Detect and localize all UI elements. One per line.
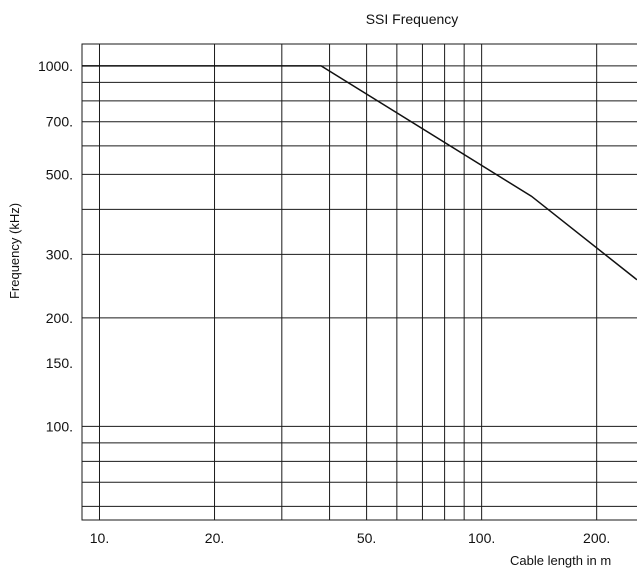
y-tick-label: 100. [46,418,73,434]
y-tick-label: 700. [46,114,73,130]
y-axis-label: Frequency (kHz) [7,203,22,299]
y-tick-label: 300. [46,246,73,262]
x-tick-label: 10. [90,530,109,546]
x-tick-label: 20. [205,530,224,546]
series-layer [82,65,637,281]
y-tick-label: 150. [46,355,73,371]
series-line [82,65,637,281]
x-tick-label: 50. [357,530,376,546]
y-tick-label: 500. [46,166,73,182]
chart-title: SSI Frequency [366,11,459,27]
x-tick-label: 100. [468,530,495,546]
grid-layer [82,44,637,520]
y-tick-label: 200. [46,310,73,326]
y-tick-label: 1000. [38,58,73,74]
tick-layer: 100. 150. 200. 300. 500. 700. 1000. 10. 20. 50. 10… [38,58,610,546]
x-axis-label: Cable length in m [510,553,611,568]
x-tick-label: 200. [583,530,610,546]
plot-frame [81,43,637,521]
